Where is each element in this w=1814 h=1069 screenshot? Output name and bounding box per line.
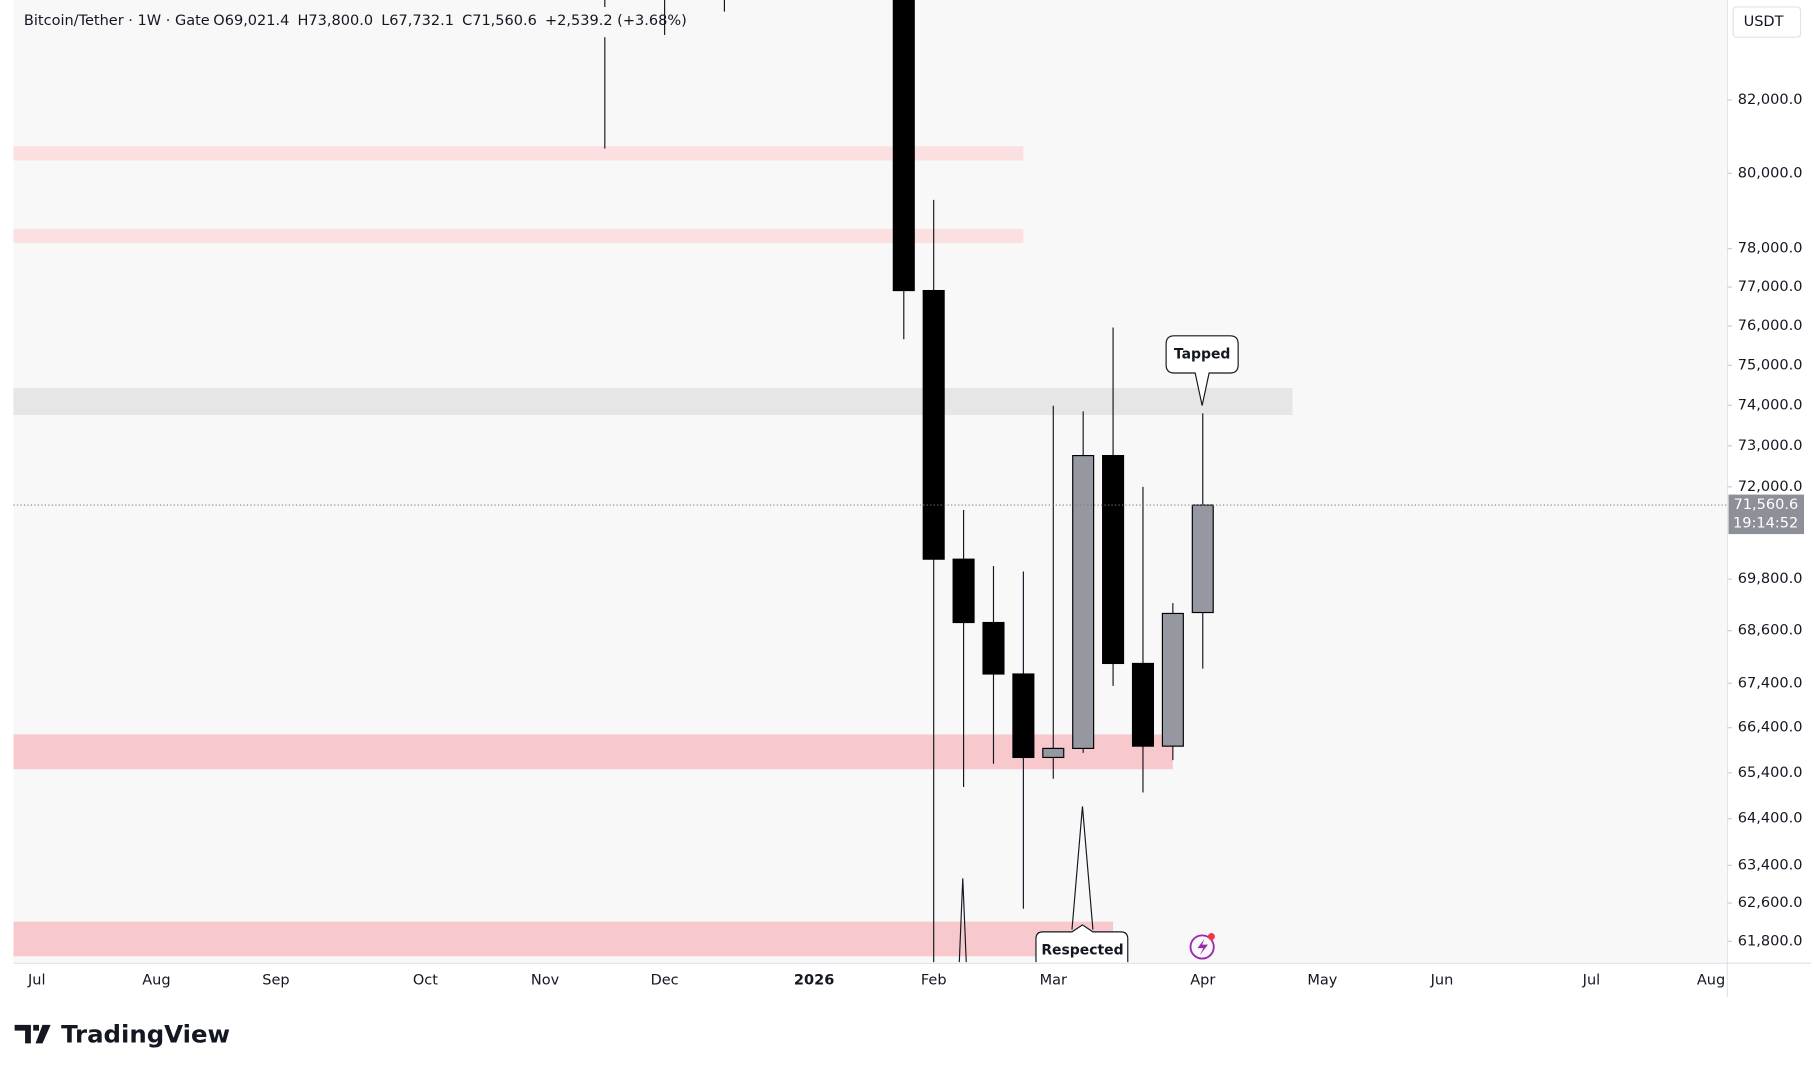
alert-dot [1207,933,1215,941]
candle-body [982,621,1005,675]
last-price-box [1728,494,1805,535]
candle-body [922,289,945,560]
candle-body [1131,662,1155,747]
y-tick-label: 66,400.0 [1738,720,1803,736]
x-tick-label: Aug [142,973,170,989]
symbol-title: Bitcoin/Tether · 1W · Gate [24,13,210,29]
y-tick-label: 77,000.0 [1738,279,1803,295]
candles [604,0,1214,963]
respected-line [1071,806,1094,930]
x-tick-label: Sep [262,973,289,989]
candle-body [952,558,975,624]
plot-area [13,0,1727,963]
candle-body [1042,747,1065,759]
countdown: 19:14:52 [1733,516,1798,532]
candle-body [1072,455,1095,749]
alert-icon-bolt [1197,938,1208,956]
annotation: Tapped [1174,346,1231,362]
y-tick-label: 76,000.0 [1738,318,1803,334]
x-tick-label: Feb [921,973,947,989]
ohlc-value: H73,800.0 [298,13,374,29]
brand: TradingView [61,1019,230,1048]
ohlc-legend: O69,021.4 H73,800.0 L67,732.1 C71,560.6 +2,5… [213,13,686,29]
y-tick-label: 67,400.0 [1738,675,1803,691]
x-tick-label: 2026 [794,973,834,989]
x-tick-label: Jul [1582,973,1601,989]
y-tick-label: 78,000.0 [1738,241,1803,257]
y-tick-label: 63,400.0 [1738,857,1803,873]
tapped-callout [1165,335,1239,406]
x-tick-label: Mar [1040,973,1067,989]
zone [13,146,1024,161]
y-tick-label: 69,800.0 [1738,571,1803,587]
x-tick-label: Jul [27,973,46,989]
y-tick-label: 72,000.0 [1738,479,1803,495]
x-tick-label: Jun [1430,973,1454,989]
candle-body [1102,455,1125,665]
y-tick-label: 80,000.0 [1738,165,1803,181]
x-tick-label: Aug [1697,973,1725,989]
x-tick-label: Dec [651,973,679,989]
y-tick-label: 73,000.0 [1738,438,1803,454]
candle-body [1161,612,1184,747]
brand-logo [14,1024,51,1044]
candle-body [892,0,915,292]
zone [13,388,1293,415]
axes: 82,000.0 80,000.0 78,000.0 77,000.0 76,000.0… [13,92,1805,989]
y-tick-label: 82,000.0 [1738,92,1803,108]
currency: USDT [1744,14,1784,30]
zones [13,146,1293,957]
x-tick-label: Nov [531,973,560,989]
last-price-label: 71,560.6 [1734,497,1799,513]
y-tick-label: 75,000.0 [1738,357,1803,373]
y-tick-label: 62,600.0 [1738,895,1803,911]
ohlc-value: C71,560.6 [462,13,537,29]
respected-callout [1035,924,1129,963]
y-tick-label: 74,000.0 [1738,397,1803,413]
spike-line [958,878,967,963]
ohlc-value: L67,732.1 [381,13,454,29]
currency-box[interactable] [1732,6,1802,38]
zone [13,734,1173,770]
candle-body [1012,673,1035,759]
zone [13,921,1114,957]
y-tick-label: 64,400.0 [1738,811,1803,827]
x-tick-label: Apr [1190,973,1215,989]
alert-icon[interactable] [1189,934,1215,960]
ohlc-value: +2,539.2 (+3.68%) [545,13,687,29]
y-tick-label: 61,800.0 [1738,933,1803,949]
y-tick-label: 68,600.0 [1738,623,1803,639]
legend-bg [16,6,651,38]
candle-body [1191,504,1214,614]
ohlc-value: O69,021.4 [213,13,289,29]
x-tick-label: Oct [413,973,438,989]
annotation: Respected [1041,942,1123,958]
y-tick-label: 65,400.0 [1738,765,1803,781]
zone [13,228,1024,243]
x-tick-label: May [1307,973,1337,989]
